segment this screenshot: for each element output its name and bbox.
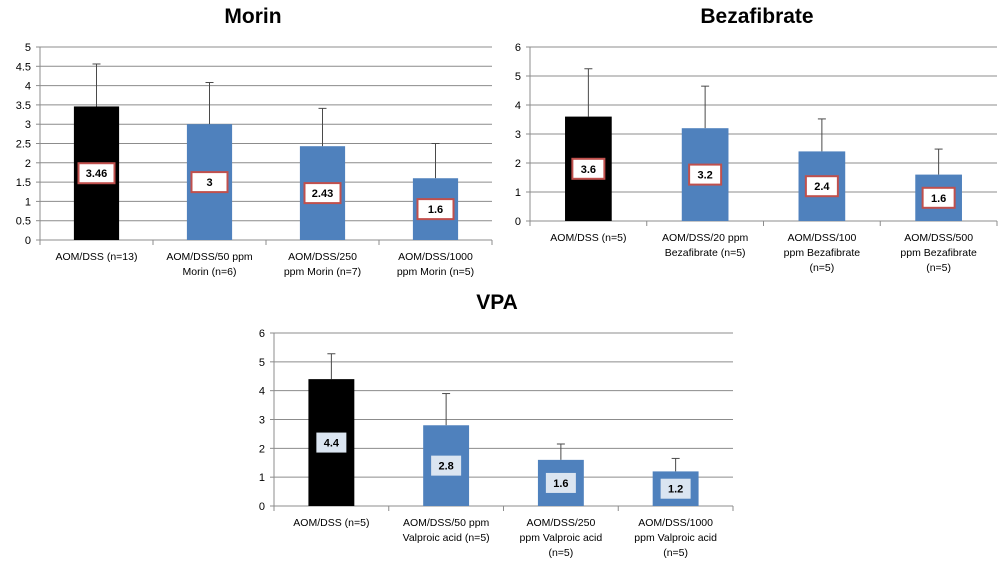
category-label-line: AOM/DSS/250: [526, 517, 595, 529]
category-label-line: AOM/DSS (n=5): [550, 232, 626, 244]
y-tick-label: 2.5: [16, 139, 31, 151]
y-tick-label: 2: [259, 443, 265, 455]
category-label-line: (n=5): [926, 262, 951, 274]
category-label-line: Morin (n=6): [183, 266, 237, 278]
chart-2: VPA 0 1 2 3 4 5 6 4.4 AOM/DSS (n=5) 2.8 AOM/DSS/50 …: [259, 291, 734, 559]
data-label: 1.6: [931, 193, 946, 205]
category-label-line: AOM/DSS/50 ppm: [403, 517, 490, 529]
data-label: 3.2: [697, 170, 712, 182]
data-label-box: [303, 182, 342, 205]
y-tick-label: 0: [25, 235, 31, 247]
data-label: 2.4: [814, 181, 830, 193]
category-label-line: (n=5): [663, 547, 688, 559]
category-label-line: AOM/DSS/100: [787, 232, 856, 244]
y-tick-label: 2: [25, 158, 31, 170]
y-tick-label: 0: [515, 216, 521, 228]
y-tick-label: 1: [259, 472, 265, 484]
data-label-box: [921, 186, 956, 209]
category-label: AOM/DSS (n=5): [550, 232, 626, 244]
category-label-line: (n=5): [809, 262, 834, 274]
data-label: 3.6: [581, 164, 596, 176]
data-label-box: [660, 478, 691, 499]
data-label-box: [804, 175, 839, 198]
category-label-line: AOM/DSS/1000: [638, 517, 713, 529]
category-label: AOM/DSS/50 ppm Valproic acid (n=5): [403, 517, 490, 544]
category-label-line: AOM/DSS/1000: [398, 251, 473, 263]
chart-1: Bezafibrate 0 1 2 3 4 5 6 3.6 AOM/DSS (n=5) 3.2 AOM…: [515, 5, 998, 274]
data-label-box: [545, 472, 576, 493]
y-tick-label: 4: [25, 81, 31, 93]
y-tick-label: 6: [515, 42, 521, 54]
category-label: AOM/DSS/1000 ppm Valproic acid (n=5): [634, 517, 717, 559]
data-label: 1.6: [553, 478, 568, 490]
category-label: AOM/DSS (n=5): [293, 517, 369, 529]
y-tick-label: 1: [25, 196, 31, 208]
category-label: AOM/DSS/250 ppm Morin (n=7): [284, 251, 361, 278]
category-label: AOM/DSS/500 ppm Bezafibrate (n=5): [900, 232, 977, 274]
chart-title: Bezafibrate: [700, 5, 813, 28]
y-tick-label: 3: [515, 129, 521, 141]
y-tick-label: 0: [259, 501, 265, 513]
data-label-box: [431, 455, 462, 476]
y-tick-label: 3: [259, 415, 265, 427]
y-tick-label: 3: [25, 119, 31, 131]
data-label-box: [571, 157, 606, 180]
category-label-line: ppm Bezafibrate: [784, 247, 861, 259]
y-tick-label: 3.5: [16, 100, 31, 112]
data-label-box: [688, 163, 723, 186]
y-tick-label: 4: [259, 386, 265, 398]
y-tick-label: 0.5: [16, 216, 31, 228]
y-tick-label: 4: [515, 100, 521, 112]
data-label: 2.43: [312, 188, 333, 200]
data-label-box: [416, 198, 455, 221]
category-label: AOM/DSS/50 ppm Morin (n=6): [166, 251, 253, 278]
category-label: AOM/DSS/1000 ppm Morin (n=5): [397, 251, 474, 278]
data-label: 1.6: [428, 204, 443, 216]
category-label-line: AOM/DSS/20 ppm: [662, 232, 749, 244]
category-label: AOM/DSS/20 ppm Bezafibrate (n=5): [662, 232, 749, 259]
category-label-line: Bezafibrate (n=5): [665, 247, 746, 259]
category-label: AOM/DSS (n=13): [56, 251, 138, 263]
data-label-box: [190, 171, 229, 194]
data-label: 3: [206, 177, 212, 189]
category-label-line: AOM/DSS/500: [904, 232, 973, 244]
category-label-line: AOM/DSS/50 ppm: [166, 251, 253, 263]
data-label: 3.46: [86, 168, 107, 180]
category-label-line: AOM/DSS (n=5): [293, 517, 369, 529]
y-tick-label: 4.5: [16, 61, 31, 73]
category-label-line: ppm Valproic acid: [520, 532, 603, 544]
category-label-line: AOM/DSS (n=13): [56, 251, 138, 263]
category-label-line: ppm Valproic acid: [634, 532, 717, 544]
y-tick-label: 1: [515, 187, 521, 199]
chart-0: Morin 0 0.5 1 1.5 2 2.5 3 3.5 4 4.5 5 3.46 AOM/DSS (n…: [16, 5, 493, 278]
y-tick-label: 6: [259, 328, 265, 340]
category-label-line: AOM/DSS/250: [288, 251, 357, 263]
data-label-box: [316, 432, 347, 453]
y-tick-label: 2: [515, 158, 521, 170]
data-label: 4.4: [324, 438, 340, 450]
data-label-box: [77, 162, 116, 185]
y-tick-label: 1.5: [16, 177, 31, 189]
category-label-line: ppm Bezafibrate: [900, 247, 977, 259]
y-tick-label: 5: [259, 357, 265, 369]
data-label: 2.8: [438, 461, 453, 473]
y-tick-label: 5: [515, 71, 521, 83]
category-label-line: ppm Morin (n=7): [284, 266, 361, 278]
chart-title: VPA: [476, 291, 518, 314]
category-label-line: Valproic acid (n=5): [403, 532, 490, 544]
category-label: AOM/DSS/250 ppm Valproic acid (n=5): [520, 517, 603, 559]
category-label-line: (n=5): [548, 547, 573, 559]
data-label: 1.2: [668, 484, 683, 496]
chart-title: Morin: [224, 5, 281, 28]
category-label-line: ppm Morin (n=5): [397, 266, 474, 278]
y-tick-label: 5: [25, 42, 31, 54]
category-label: AOM/DSS/100 ppm Bezafibrate (n=5): [784, 232, 861, 274]
